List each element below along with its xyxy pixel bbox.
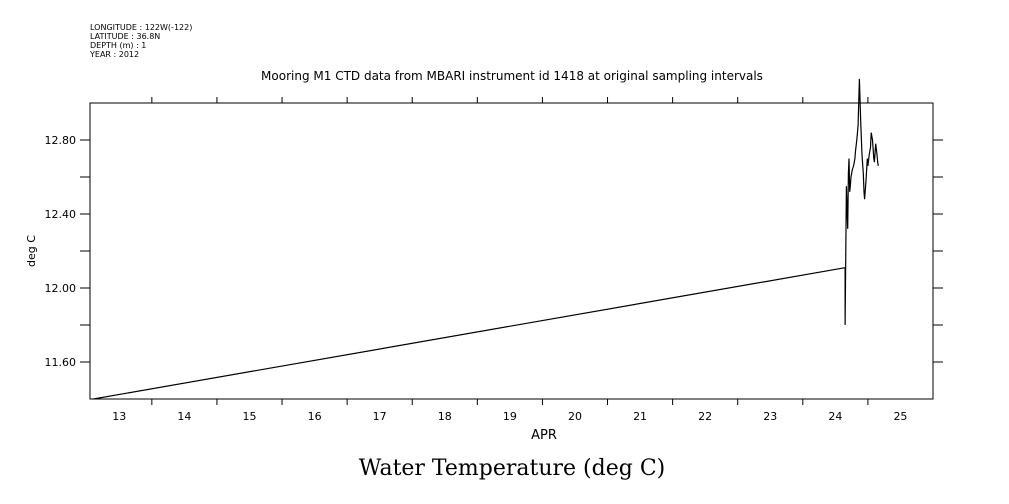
x-tick-label: 14 — [177, 410, 191, 423]
x-tick-label: 13 — [112, 410, 126, 423]
x-tick-label: 23 — [763, 410, 777, 423]
x-tick-label: 20 — [568, 410, 582, 423]
y-tick-label: 12.80 — [45, 134, 77, 147]
metadata-depth: DEPTH (m) : 1 — [90, 41, 146, 50]
metadata-year: YEAR : 2012 — [89, 50, 139, 59]
x-tick-label: 17 — [373, 410, 387, 423]
x-tick-label: 18 — [438, 410, 452, 423]
chart-title: Mooring M1 CTD data from MBARI instrumen… — [261, 69, 763, 83]
x-axis-ticks: 13 14 15 16 17 18 19 20 21 22 23 24 25 — [112, 97, 907, 423]
chart-caption: Water Temperature (deg C) — [359, 456, 666, 481]
x-tick-label: 21 — [633, 410, 647, 423]
metadata-latitude: LATITUDE : 36.8N — [90, 32, 160, 41]
x-tick-label: 22 — [698, 410, 712, 423]
x-tick-label: 16 — [308, 410, 322, 423]
y-tick-label: 11.60 — [45, 356, 77, 369]
series-line-0 — [93, 78, 879, 400]
x-tick-label: 15 — [242, 410, 256, 423]
metadata-block: LONGITUDE : 122W(-122) LATITUDE : 36.8N … — [89, 23, 192, 59]
metadata-longitude: LONGITUDE : 122W(-122) — [90, 23, 192, 32]
x-tick-label: 19 — [503, 410, 517, 423]
plot-frame — [89, 102, 934, 400]
y-tick-label: 12.00 — [45, 282, 77, 295]
series-layer — [93, 78, 879, 400]
x-tick-label: 25 — [893, 410, 907, 423]
y-tick-label: 12.40 — [45, 208, 77, 221]
y-axis-ticks: 11.60 12.00 12.40 12.80 — [45, 134, 943, 369]
y-axis-label: deg C — [25, 235, 38, 267]
x-axis-label: APR — [531, 428, 557, 443]
x-tick-label: 24 — [828, 410, 842, 423]
